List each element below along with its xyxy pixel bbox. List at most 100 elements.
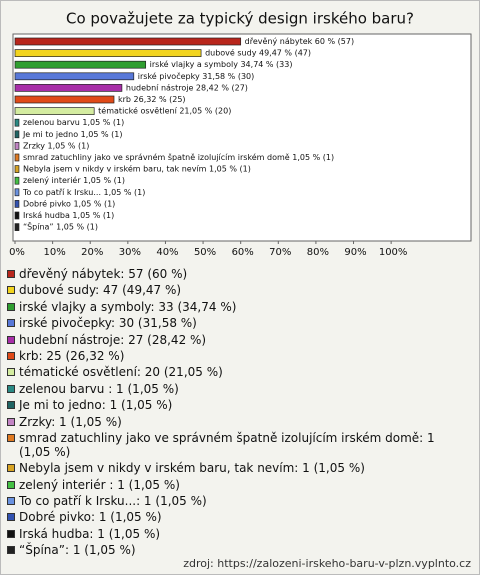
legend-item: Zrzky: 1 (1,05 %) [7, 415, 469, 429]
legend-label: tématické osvětlení: 20 (21,05 %) [19, 365, 223, 380]
value-label: Zrzky 1,05 % (1) [23, 141, 89, 150]
x-tick-label: 30% [119, 247, 141, 258]
legend-swatch [7, 546, 15, 555]
legend-label: Je mi to jedno: 1 (1,05 %) [19, 398, 173, 413]
x-tick-label: 100% [379, 247, 408, 258]
value-label: krb 26,32 % (25) [118, 95, 186, 104]
legend-item: Nebyla jsem v nikdy v irském baru, tak n… [7, 461, 469, 475]
legend-label: zelenou barvu : 1 (1,05 %) [19, 381, 179, 396]
legend-swatch [7, 529, 15, 538]
legend-swatch [7, 302, 15, 311]
bar [14, 72, 135, 81]
chart: Co považujete za typický design irského … [9, 10, 472, 258]
chart-title: Co považujete za typický design irského … [66, 10, 414, 28]
legend-swatch [7, 433, 15, 442]
legend-label: Irská hudba: 1 (1,05 %) [19, 526, 161, 541]
legend-swatch [7, 417, 15, 426]
legend-label: krb: 25 (26,32 %) [19, 348, 125, 363]
legend-item: krb: 25 (26,32 %) [7, 349, 469, 363]
bar [14, 107, 95, 115]
x-tick-label: 20% [81, 247, 103, 258]
value-label: Irská hudba 1,05 % (1) [23, 211, 114, 220]
legend-label: smrad zatuchliny jako ve správném špatně… [19, 430, 435, 459]
x-tick-label: 70% [269, 247, 291, 258]
x-tick-label: 40% [156, 247, 178, 258]
value-label: dřevěný nábytek 60 % (57) [245, 37, 354, 46]
bar [14, 49, 202, 57]
legend-label: dubové sudy: 47 (49,47 %) [19, 283, 182, 298]
value-label: smrad zatuchliny jako ve správném špatně… [23, 152, 334, 162]
bar [14, 142, 20, 150]
legend-item: tématické osvětlení: 20 (21,05 %) [7, 365, 469, 379]
legend-swatch [7, 464, 15, 473]
bar [14, 200, 20, 208]
value-label: To co patří k Irsku... 1,05 % (1) [22, 188, 145, 197]
bar [14, 118, 20, 127]
x-tick-label: 0% [9, 247, 25, 258]
bar [14, 37, 242, 46]
value-label: irské pivočepky 31,58 % (30) [138, 71, 254, 81]
bar [14, 84, 123, 92]
value-label: zelenou barvu 1,05 % (1) [23, 118, 124, 127]
legend-item: Je mi to jedno: 1 (1,05 %) [7, 398, 469, 412]
bar [14, 165, 20, 173]
bar [14, 60, 147, 69]
value-label: dubové sudy 49,47 % (47) [205, 48, 311, 58]
legend-label: irské pivočepky: 30 (31,58 %) [19, 316, 197, 331]
legend-item: zelenou barvu : 1 (1,05 %) [7, 382, 469, 396]
bar [14, 223, 20, 231]
legend-item: irské vlajky a symboly: 33 (34,74 %) [7, 300, 469, 314]
legend-item: zelený interiér : 1 (1,05 %) [7, 478, 469, 492]
value-label: irské vlajky a symboly 34,74 % (33) [150, 59, 293, 69]
x-tick-label: 80% [307, 247, 329, 258]
x-tick-label: 60% [232, 247, 254, 258]
legend-label: Dobré pivko: 1 (1,05 %) [19, 510, 162, 525]
legend-swatch [7, 368, 15, 377]
legend-item: To co patří k Irsku...: 1 (1,05 %) [7, 494, 469, 508]
bar [14, 211, 20, 220]
value-label: zelený interiér 1,05 % (1) [23, 175, 125, 185]
legend-label: zelený interiér : 1 (1,05 %) [19, 477, 180, 492]
legend-swatch [7, 270, 15, 278]
bar [14, 153, 20, 162]
legend-swatch [7, 497, 15, 506]
legend-swatch [7, 319, 15, 328]
value-label: Nebyla jsem v nikdy v irském baru, tak n… [23, 164, 251, 174]
legend-item: Irská hudba: 1 (1,05 %) [7, 527, 469, 541]
x-tick-label: 90% [344, 247, 366, 258]
x-tick-label: 10% [43, 247, 65, 258]
bar [14, 130, 20, 139]
legend-item: smrad zatuchliny jako ve správném špatně… [7, 431, 469, 459]
x-tick-label: 50% [194, 247, 216, 258]
legend-swatch [7, 351, 15, 360]
value-label: Je mi to jedno 1,05 % (1) [22, 130, 123, 139]
legend-item: hudební nástroje: 27 (28,42 %) [7, 333, 469, 347]
bar [14, 188, 20, 197]
legend-label: “Špína”: 1 (1,05 %) [19, 543, 136, 558]
value-label: hudební nástroje 28,42 % (27) [126, 83, 248, 92]
legend-label: dřevěný nábytek: 57 (60 %) [19, 267, 188, 281]
legend-swatch [7, 286, 15, 295]
source: zdroj: https://zalozeni-irskeho-baru-v-p… [183, 557, 471, 570]
bar [14, 95, 115, 104]
legend-label: irské vlajky a symboly: 33 (34,74 %) [19, 299, 237, 314]
legend: dřevěný nábytek: 57 (60 %) dubové sudy: 4… [7, 267, 469, 560]
legend-item: Dobré pivko: 1 (1,05 %) [7, 510, 469, 524]
legend-swatch [7, 480, 15, 489]
bar [14, 176, 20, 185]
value-label: tématické osvětlení 21,05 % (20) [98, 106, 231, 116]
legend-item: irské pivočepky: 30 (31,58 %) [7, 316, 469, 330]
legend-label: hudební nástroje: 27 (28,42 %) [19, 332, 207, 347]
legend-swatch [7, 384, 15, 393]
legend-label: Nebyla jsem v nikdy v irském baru, tak n… [19, 461, 365, 476]
legend-swatch [7, 401, 15, 410]
value-label: Dobré pivko 1,05 % (1) [23, 198, 115, 208]
legend-item: dřevěný nábytek: 57 (60 %) [7, 267, 469, 281]
legend-item: dubové sudy: 47 (49,47 %) [7, 283, 469, 297]
legend-swatch [7, 335, 15, 344]
value-label: “Špína” 1,05 % (1) [23, 221, 98, 232]
legend-label: To co patří k Irsku...: 1 (1,05 %) [19, 494, 207, 509]
legend-swatch [7, 513, 15, 522]
legend-label: Zrzky: 1 (1,05 %) [19, 414, 122, 429]
